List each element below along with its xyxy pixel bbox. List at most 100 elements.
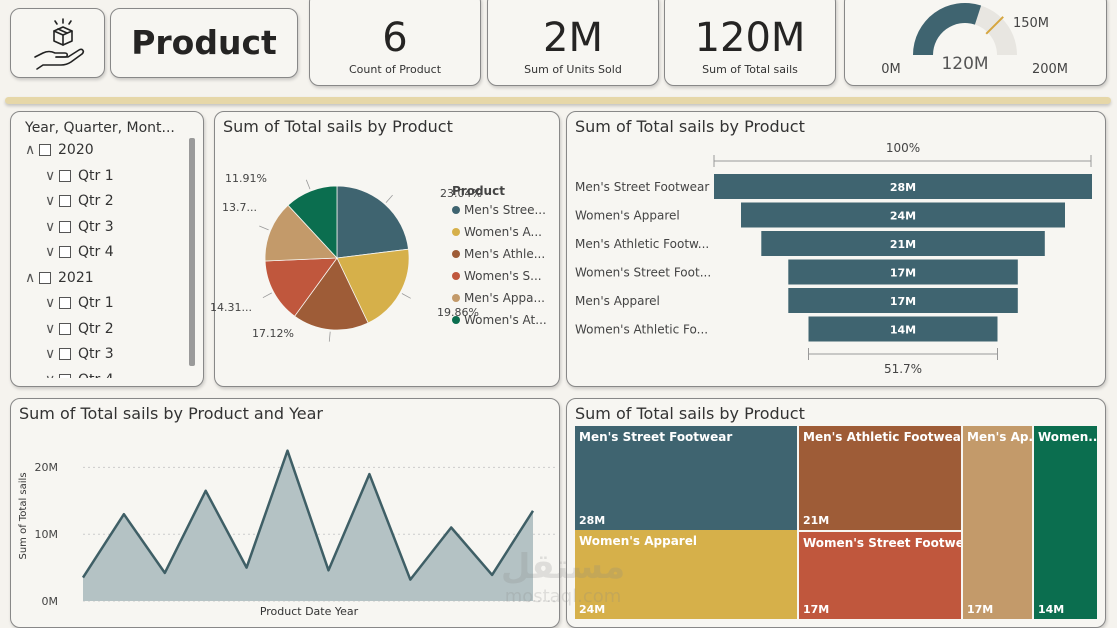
date-hierarchy-slicer[interactable]: Year, Quarter, Mont... ∧ 2020 ∨ Qtr 1 ∨ Qtr 2…	[10, 111, 204, 387]
slicer-row-label: 2021	[58, 269, 94, 286]
pie-leader-line	[262, 292, 272, 299]
funnel-bar[interactable]	[788, 288, 1018, 313]
chevron-down-icon[interactable]: ∨	[45, 346, 56, 362]
pie-legend-item[interactable]: Women's At...	[452, 313, 547, 327]
funnel-bar[interactable]	[788, 259, 1018, 285]
treemap-tile-value: 28M	[579, 514, 606, 527]
treemap-chart: Men's Street Footwear 28M Women's Apparel 2…	[575, 426, 1097, 619]
chevron-down-icon[interactable]: ∨	[45, 167, 56, 184]
slicer-checkbox[interactable]	[59, 348, 71, 360]
pie-legend-item[interactable]: Women's A...	[452, 225, 542, 239]
slicer-checkbox[interactable]	[59, 169, 71, 182]
area-chart: Product Date Year Sum of Total sails 20M…	[18, 449, 555, 618]
slicer-row[interactable]: ∧ 2020	[25, 140, 94, 160]
slicer-row-label: Qtr 1	[78, 295, 114, 311]
slicer-row[interactable]: ∨ Qtr 1	[45, 166, 114, 186]
funnel-category-label: Men's Apparel	[575, 294, 660, 308]
slicer-checkbox[interactable]	[59, 322, 71, 335]
slicer-checkbox[interactable]	[39, 144, 51, 156]
slicer-row-label: 2020	[58, 142, 94, 158]
product-icon-card	[10, 8, 105, 78]
pie-data-label: 23.04%	[440, 187, 482, 200]
legend-dot-icon	[452, 206, 460, 214]
funnel-bottom-percent: 51.7%	[884, 362, 922, 376]
pie-legend-item[interactable]: Men's Appa...	[452, 291, 545, 305]
pie-legend-label: Women's S...	[464, 269, 542, 283]
chevron-down-icon[interactable]: ∨	[45, 320, 56, 337]
pie-legend-item[interactable]: Women's S...	[452, 269, 542, 283]
slicer-checkbox[interactable]	[59, 220, 71, 233]
funnel-category-label: Women's Athletic Fo...	[575, 323, 708, 337]
slicer-checkbox[interactable]	[59, 195, 71, 207]
slicer-row[interactable]: ∨ Qtr 1	[45, 293, 114, 313]
slicer-row[interactable]: ∧ 2021	[25, 268, 94, 288]
funnel-bar[interactable]	[808, 316, 998, 342]
kpi-sum-total-sails[interactable]: 120M Sum of Total sails	[664, 0, 836, 86]
slicer-row[interactable]: ∨ Qtr 2	[45, 191, 114, 211]
slicer-checkbox[interactable]	[39, 271, 51, 284]
slicer-row[interactable]: ∨ Qtr 4	[45, 370, 114, 379]
pie-legend-item[interactable]: Men's Athle...	[452, 247, 545, 261]
slicer-row[interactable]: ∨ Qtr 4	[45, 242, 114, 262]
treemap-tile[interactable]: Women... 14M	[1034, 426, 1097, 619]
chevron-down-icon[interactable]: ∨	[45, 295, 56, 311]
slicer-row[interactable]: ∨ Qtr 3	[45, 344, 114, 364]
slicer-checkbox[interactable]	[59, 297, 71, 309]
chevron-down-icon[interactable]: ∨	[45, 193, 56, 209]
funnel-category-label: Women's Apparel	[575, 209, 680, 223]
slicer-row-label: Qtr 4	[78, 244, 114, 260]
treemap-tile[interactable]: Women's Apparel 24M	[575, 530, 797, 619]
funnel-value-label: 14M	[890, 324, 916, 337]
treemap-tile[interactable]: Men's Athletic Footwear 21M	[799, 426, 961, 530]
chevron-up-icon[interactable]: ∧	[25, 142, 36, 158]
pie-leader-line	[328, 331, 331, 342]
pie-slice[interactable]	[294, 257, 369, 331]
slicer-checkbox[interactable]	[59, 373, 71, 378]
slicer-scrollbar[interactable]	[189, 138, 195, 366]
area-y-tick-20m: 20M	[35, 461, 59, 474]
gauge-target-label: 150M	[1013, 16, 1049, 31]
slicer-checkbox[interactable]	[59, 246, 71, 258]
chevron-down-icon[interactable]: ∨	[45, 372, 59, 379]
chevron-up-icon[interactable]: ∧	[25, 269, 36, 286]
slicer-row[interactable]: ∨ Qtr 2	[45, 319, 114, 339]
chevron-down-icon[interactable]: ∨	[45, 244, 56, 260]
header-divider	[5, 97, 1111, 104]
pie-slice[interactable]	[336, 185, 409, 259]
funnel-bar[interactable]	[761, 231, 1045, 256]
gauge-min-label: 0M	[881, 62, 901, 77]
pie-leader-line	[401, 293, 411, 299]
page-title: Product	[131, 23, 277, 62]
area-y-axis-title: Sum of Total sails	[18, 472, 29, 559]
area-y-tick-10m: 10M	[35, 528, 59, 541]
pie-legend-item[interactable]: Men's Stree...	[452, 203, 546, 217]
funnel-bar[interactable]	[714, 174, 1092, 199]
treemap-tile[interactable]: Women's Street Footwear 17M	[799, 532, 961, 619]
kpi-count-of-product[interactable]: 6 Count of Product	[309, 0, 481, 86]
pie-slice[interactable]	[287, 185, 338, 260]
chevron-down-icon[interactable]: ∨	[45, 218, 56, 235]
area-series-line[interactable]	[81, 449, 535, 581]
slicer-row[interactable]: ∨ Qtr 3	[45, 217, 114, 237]
treemap-tile-value: 17M	[967, 603, 994, 616]
pie-slice[interactable]	[264, 204, 338, 262]
pie-slice[interactable]	[264, 257, 338, 317]
treemap-tile[interactable]: Men's Ap... 17M	[963, 426, 1032, 619]
pie-legend-label: Men's Athle...	[464, 247, 546, 261]
slicer-row-label: Qtr 1	[78, 167, 114, 184]
funnel-value-label: 17M	[890, 295, 916, 308]
pie-data-label: 11.91%	[225, 172, 267, 185]
treemap-tile-value: 17M	[803, 603, 830, 616]
pie-data-label: 17.12%	[252, 327, 294, 340]
gauge-fill	[913, 2, 982, 55]
treemap-tile[interactable]: Men's Street Footwear 28M	[575, 426, 797, 530]
kpi-sum-units-sold[interactable]: 2M Sum of Units Sold	[487, 0, 659, 86]
pie-legend-label: Women's At...	[464, 313, 547, 327]
funnel-bar[interactable]	[741, 202, 1065, 228]
gauge-card[interactable]: 0M 200M 120M 150M	[844, 0, 1107, 86]
treemap-tile-value: 14M	[1038, 603, 1065, 616]
legend-dot-icon	[452, 272, 460, 280]
gauge-value-label: 120M	[941, 54, 988, 74]
pie-legend-label: Women's A...	[464, 225, 542, 239]
pie-slice[interactable]	[336, 248, 410, 324]
